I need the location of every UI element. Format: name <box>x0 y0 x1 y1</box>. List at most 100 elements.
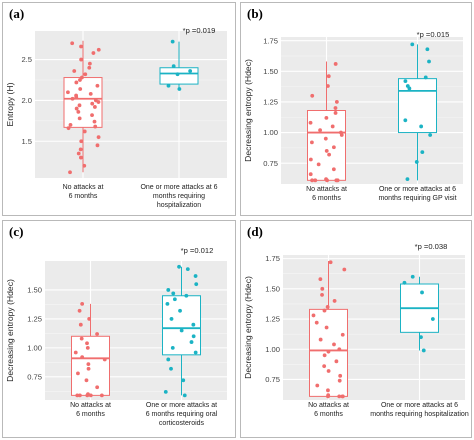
data-point <box>314 320 319 325</box>
data-point <box>172 297 177 302</box>
y-tick-label: 1.50 <box>27 286 42 295</box>
data-point <box>68 170 72 175</box>
data-point <box>76 109 81 114</box>
data-point <box>322 308 327 313</box>
p-value-label: *p =0.012 <box>181 246 214 255</box>
data-point <box>91 51 96 55</box>
data-point <box>330 124 335 129</box>
data-point <box>328 260 333 265</box>
data-point <box>315 383 320 388</box>
x-category-label: One or more attacks at 6 months requiring… <box>370 402 469 418</box>
data-point <box>171 64 176 69</box>
data-point <box>90 101 95 106</box>
data-point <box>323 136 328 141</box>
data-point <box>92 105 97 109</box>
data-point <box>334 100 339 104</box>
data-point <box>166 83 171 88</box>
data-point <box>410 274 415 279</box>
data-point <box>66 90 70 95</box>
data-point <box>308 120 313 125</box>
data-point <box>169 317 174 321</box>
data-point <box>419 335 423 340</box>
data-point <box>419 124 424 129</box>
y-tick-label: 1.25 <box>27 315 42 324</box>
data-point <box>78 147 83 152</box>
y-tick-label: 0.75 <box>265 375 280 384</box>
data-point <box>184 293 189 298</box>
data-point <box>326 349 331 354</box>
data-point <box>82 129 87 134</box>
data-point <box>70 41 75 46</box>
data-point <box>308 157 313 162</box>
y-tick-label: 0.75 <box>263 159 278 168</box>
y-tick-label: 1.75 <box>265 254 280 263</box>
data-point <box>320 286 325 291</box>
data-point <box>86 366 91 371</box>
data-point <box>93 124 98 129</box>
data-point <box>86 362 91 366</box>
data-point <box>427 59 431 64</box>
data-point <box>331 145 336 150</box>
y-tick-label: 1.5 <box>21 137 32 146</box>
data-point <box>325 84 330 88</box>
data-point <box>75 393 80 398</box>
box-group-1 <box>63 40 103 175</box>
data-point <box>334 359 339 364</box>
data-point <box>430 317 435 321</box>
data-point <box>333 111 338 115</box>
data-point <box>95 385 100 390</box>
data-point <box>88 91 93 96</box>
panel-label: (a) <box>9 6 25 21</box>
data-point <box>83 72 88 77</box>
data-point <box>428 133 433 137</box>
panel-a: (a) 1.5 2.0 2.5 No attacks at 6 months One or… <box>2 2 236 216</box>
data-point <box>410 42 415 47</box>
data-point <box>185 267 190 272</box>
box-group-2 <box>398 42 437 182</box>
box-group-1 <box>71 301 110 398</box>
data-point <box>420 150 425 155</box>
data-point <box>308 172 313 177</box>
box-group-2 <box>162 264 201 398</box>
y-tick-label: 1.00 <box>263 128 278 137</box>
data-point <box>340 394 345 399</box>
panel-d: (d) 0.75 1.00 1.25 1.50 1.75 No attacks at 6 m… <box>240 220 472 438</box>
data-point <box>74 95 79 100</box>
data-point <box>87 317 92 321</box>
data-point <box>311 313 316 318</box>
data-point <box>78 87 83 91</box>
chart-a: 1.5 2.0 2.5 No attacks at 6 months One or mor… <box>5 26 227 209</box>
data-point <box>337 378 342 383</box>
data-point <box>84 378 89 383</box>
data-point <box>85 393 90 398</box>
data-point <box>77 116 82 121</box>
data-point <box>331 167 336 172</box>
data-point <box>332 299 337 303</box>
x-category-label: No attacks at 6 months <box>63 184 104 200</box>
data-point <box>420 290 424 295</box>
data-point <box>170 345 175 350</box>
data-point <box>324 325 329 330</box>
box-group-1 <box>307 61 346 183</box>
data-point <box>166 288 171 292</box>
data-point <box>310 178 315 183</box>
data-point <box>324 149 329 153</box>
data-point <box>70 96 75 101</box>
data-point <box>318 337 323 342</box>
data-point <box>166 357 171 362</box>
y-tick-label: 1.00 <box>265 345 280 354</box>
data-point <box>193 274 198 278</box>
data-point <box>194 282 199 287</box>
data-point <box>407 86 412 91</box>
data-point <box>181 378 186 383</box>
y-tick-label: 1.25 <box>263 98 278 107</box>
data-point <box>316 162 321 167</box>
data-point <box>77 103 82 108</box>
data-point <box>318 277 323 282</box>
data-point <box>102 357 107 362</box>
y-tick-label: 2.0 <box>21 96 32 105</box>
data-point <box>310 93 315 98</box>
chart-c: 0.75 1.00 1.25 1.50 No attacks at 6 months One… <box>5 246 227 427</box>
data-point <box>189 340 194 344</box>
box-group-2 <box>159 39 199 91</box>
